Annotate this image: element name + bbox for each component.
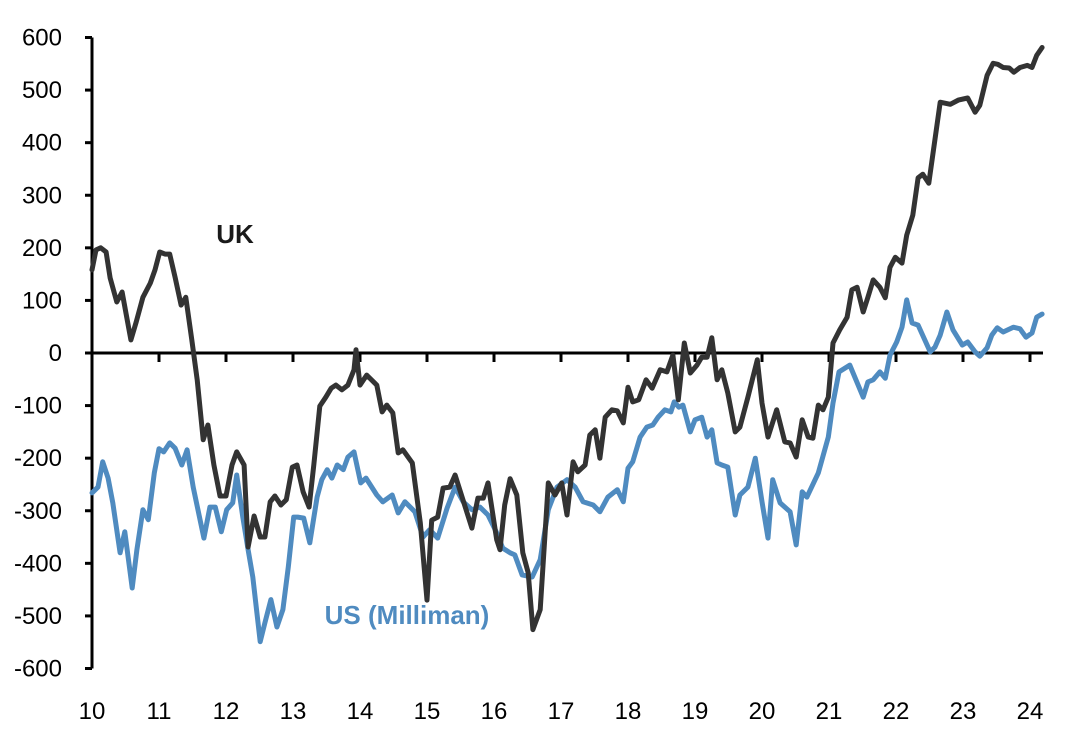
x-tick-label: 23 — [950, 698, 977, 725]
x-tick-label: 22 — [883, 698, 910, 725]
x-tick-label: 16 — [481, 698, 508, 725]
y-tick-label: 400 — [22, 130, 62, 157]
x-tick-label: 14 — [347, 698, 374, 725]
x-tick-label: 11 — [147, 698, 172, 725]
y-tick-label: 600 — [22, 25, 62, 52]
y-tick-label: 500 — [22, 77, 62, 104]
axes: 600 500 400 300 200 100 0 -100 -200 -300 -400 -500 -… — [14, 25, 1043, 726]
series-layer — [89, 45, 1045, 645]
y-tick-label: 200 — [22, 235, 62, 262]
x-tick-label: 15 — [414, 698, 441, 725]
x-tick-label: 10 — [79, 698, 106, 725]
x-tick-label: 13 — [280, 698, 307, 725]
y-tick-label: -200 — [14, 445, 62, 472]
y-tick-label: 300 — [22, 182, 62, 209]
y-tick-label: -500 — [14, 603, 62, 630]
series-line-us-milliman — [89, 297, 1045, 645]
y-tick-label: -600 — [14, 656, 62, 683]
x-tick-label: 17 — [548, 698, 575, 725]
series-line-uk — [89, 45, 1045, 633]
x-tick-label: 20 — [749, 698, 776, 725]
series-label-uk: UK — [216, 219, 254, 249]
y-tick-label: -400 — [14, 550, 62, 577]
series-label-us-milliman: US (Milliman) — [325, 600, 490, 630]
y-tick-label: -300 — [14, 498, 62, 525]
x-tick-label: 24 — [1017, 698, 1044, 725]
x-tick-label: 21 — [816, 698, 843, 725]
y-tick-label: 0 — [49, 340, 62, 367]
y-tick-label: -100 — [14, 393, 62, 420]
y-tick-label: 100 — [22, 287, 62, 314]
x-tick-label: 19 — [682, 698, 709, 725]
x-tick-label: 12 — [213, 698, 240, 725]
x-tick-label: 18 — [615, 698, 642, 725]
